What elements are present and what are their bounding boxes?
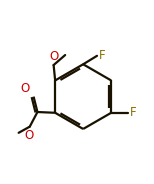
Text: F: F (99, 49, 105, 61)
Text: O: O (49, 50, 58, 63)
Text: O: O (20, 82, 30, 95)
Text: F: F (130, 106, 137, 119)
Text: O: O (24, 129, 34, 142)
